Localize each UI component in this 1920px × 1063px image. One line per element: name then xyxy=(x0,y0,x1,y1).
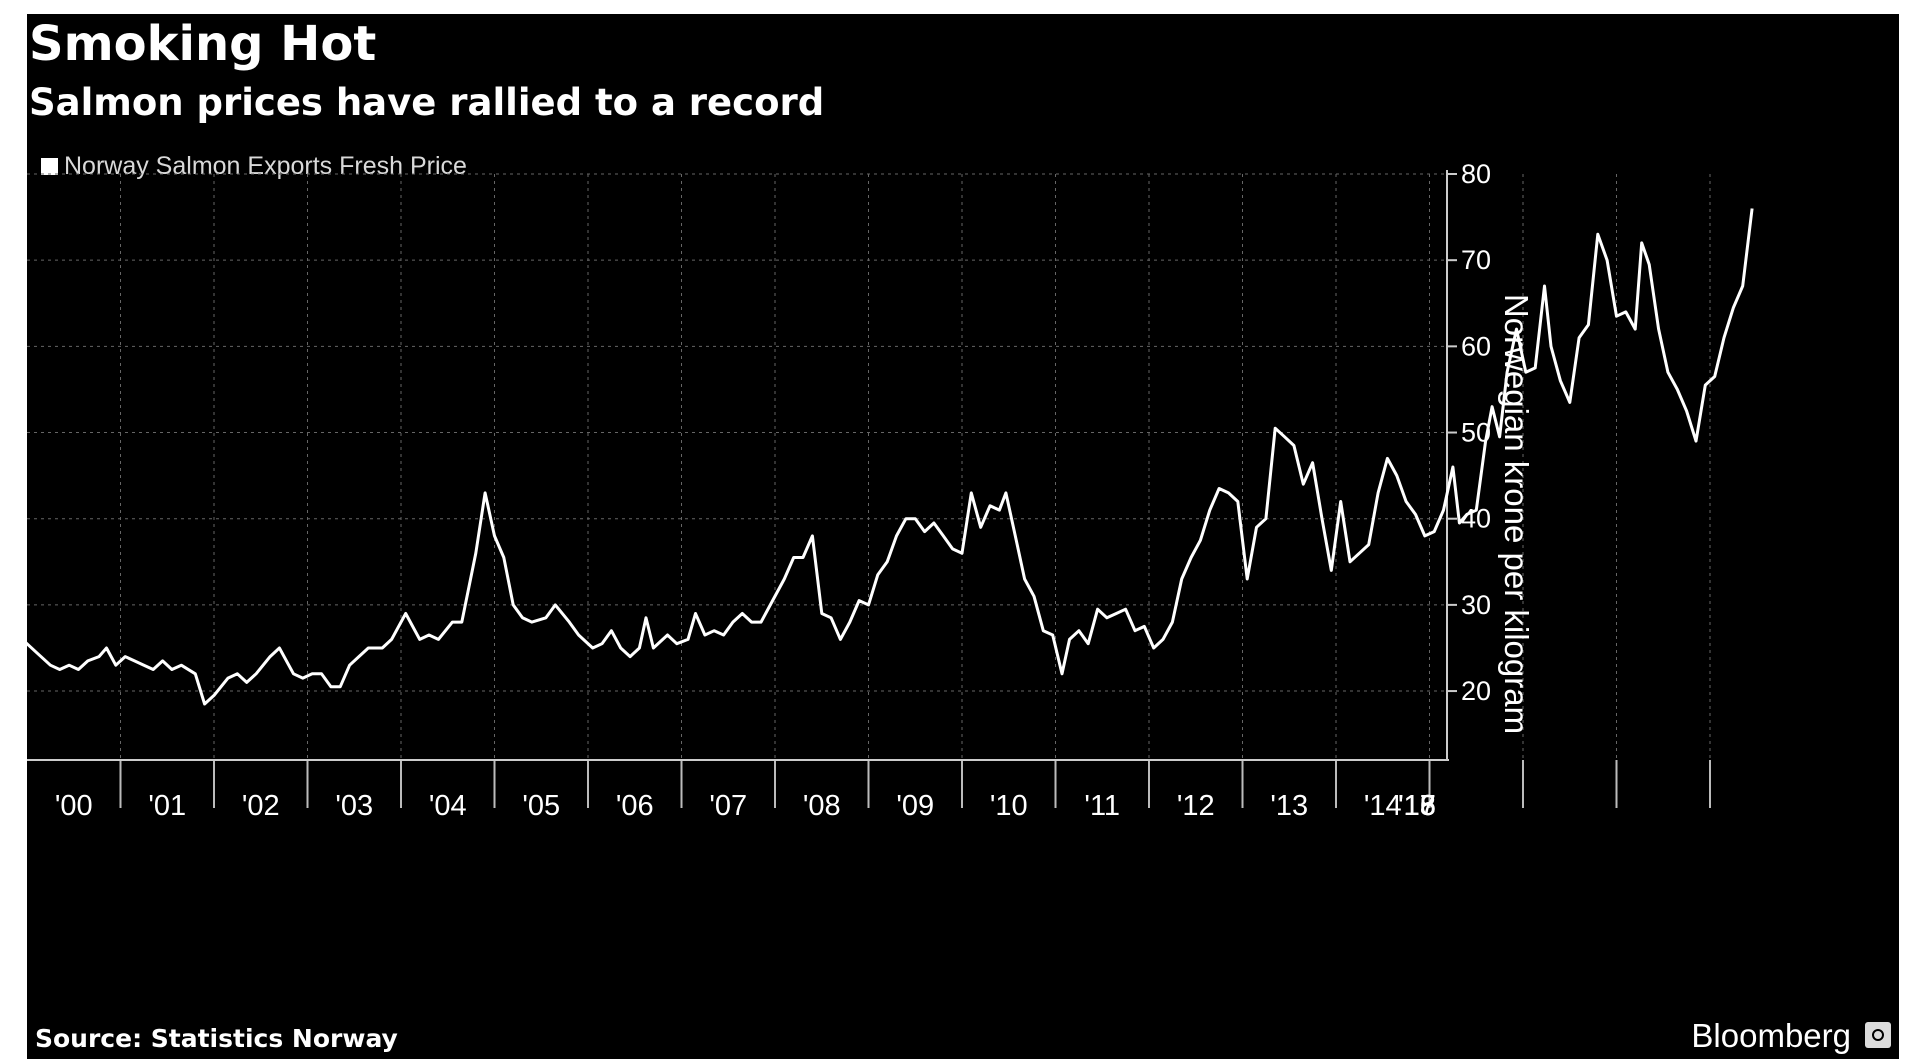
y-tick-label: 30 xyxy=(1461,590,1491,620)
chart-subtitle: Salmon prices have rallied to a record xyxy=(29,81,825,124)
y-tick-label: 60 xyxy=(1461,331,1491,361)
y-axis-label: Norwegian krone per kilogram xyxy=(1498,294,1535,734)
series-line xyxy=(27,208,1754,706)
x-tick-label: '14 xyxy=(1364,790,1402,822)
y-tick-label: 20 xyxy=(1461,676,1491,706)
x-tick-label: '07 xyxy=(709,790,747,822)
x-tick-label: '09 xyxy=(896,790,934,822)
x-tick-label: '18 xyxy=(1398,790,1436,822)
y-tick-label: 70 xyxy=(1461,245,1491,275)
x-tick-label: '03 xyxy=(335,790,373,822)
x-tick-label: '16 xyxy=(1398,790,1436,822)
chart-frame: Smoking Hot Salmon prices have rallied t… xyxy=(27,14,1899,1059)
source-note: Source: Statistics Norway xyxy=(35,1024,398,1053)
x-tick-label: '05 xyxy=(522,790,560,822)
x-tick-label: '06 xyxy=(616,790,654,822)
x-tick-label: '15 xyxy=(1398,790,1436,822)
x-tick-label: '08 xyxy=(803,790,841,822)
x-tick-label: '02 xyxy=(242,790,280,822)
x-tick-label: '10 xyxy=(990,790,1028,822)
y-tick-label: 80 xyxy=(1461,159,1491,189)
x-tick-label: '12 xyxy=(1177,790,1215,822)
x-tick-label: '13 xyxy=(1270,790,1308,822)
chart-title: Smoking Hot xyxy=(29,16,377,72)
x-tick-label: '17 xyxy=(1398,790,1436,822)
x-tick-label: '04 xyxy=(429,790,467,822)
x-tick-label: '11 xyxy=(1084,790,1120,822)
bloomberg-logo-icon xyxy=(1865,1022,1891,1048)
x-tick-label: '01 xyxy=(148,790,186,822)
bloomberg-logo: Bloomberg xyxy=(1691,1017,1851,1054)
x-tick-label: '00 xyxy=(55,790,93,822)
line-chart: 20304050607080'00'01'02'03'04'05'06'07'0… xyxy=(27,159,1754,822)
legend-swatch xyxy=(41,158,58,175)
